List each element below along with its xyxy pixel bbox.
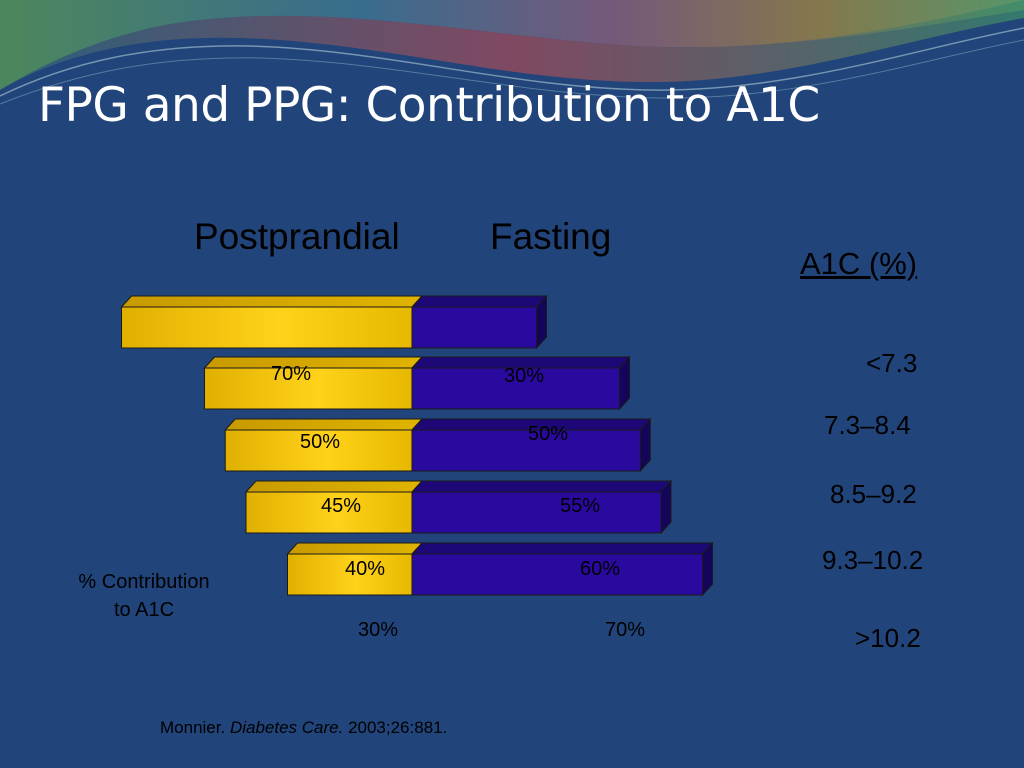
postprandial-value-label: 50% <box>300 431 340 453</box>
postprandial-value-label: 30% <box>358 619 398 641</box>
fasting-value-label: 60% <box>580 558 620 580</box>
postprandial-header: Postprandial <box>194 216 400 257</box>
a1c-range-label: >10.2 <box>855 623 921 653</box>
fasting-bar <box>411 553 703 596</box>
postprandial-bar <box>245 491 413 534</box>
postprandial-bar-top <box>244 480 424 493</box>
fasting-value-label: 50% <box>528 423 568 445</box>
contribution-label-line1: % Contribution <box>78 571 210 593</box>
postprandial-bar-top <box>224 418 424 431</box>
fasting-value-label: 30% <box>504 365 544 387</box>
fasting-bar-top <box>410 542 714 555</box>
postprandial-bar <box>204 367 413 410</box>
fasting-value-label: 55% <box>560 495 600 517</box>
citation: Monnier. Diabetes Care. 2003;26:881. <box>160 718 447 738</box>
fasting-header: Fasting <box>490 216 612 257</box>
slide-title: FPG and PPG: Contribution to A1C <box>38 78 820 133</box>
postprandial-bar-top <box>286 542 424 555</box>
postprandial-value-label: 40% <box>345 558 385 580</box>
a1c-range-label: 9.3–10.2 <box>822 545 924 575</box>
a1c-range-label: <7.3 <box>866 348 918 378</box>
postprandial-value-label: 70% <box>271 363 311 385</box>
a1c-axis-header: A1C (%) <box>800 246 918 281</box>
postprandial-bar <box>121 306 413 349</box>
contribution-axis-label: % Contribution to A1C <box>44 568 244 624</box>
postprandial-bar-top <box>203 356 424 369</box>
contribution-label-line2: to A1C <box>113 599 175 621</box>
fasting-bar <box>411 367 620 410</box>
fasting-bar-top <box>410 480 673 493</box>
fasting-bar <box>411 306 537 349</box>
a1c-range-label: 8.5–9.2 <box>830 479 917 509</box>
postprandial-bar <box>287 553 413 596</box>
fasting-bar-top <box>410 295 548 308</box>
a1c-range-label: 7.3–8.4 <box>824 410 911 440</box>
citation-journal: Diabetes Care. <box>229 718 344 737</box>
fasting-bar <box>411 429 641 472</box>
citation-author: Monnier. <box>160 718 226 737</box>
citation-ref: 2003;26:881. <box>348 718 448 737</box>
postprandial-bar-top <box>120 295 424 308</box>
fasting-bar <box>411 491 662 534</box>
postprandial-value-label: 45% <box>321 495 361 517</box>
fasting-value-label: 70% <box>605 619 645 641</box>
